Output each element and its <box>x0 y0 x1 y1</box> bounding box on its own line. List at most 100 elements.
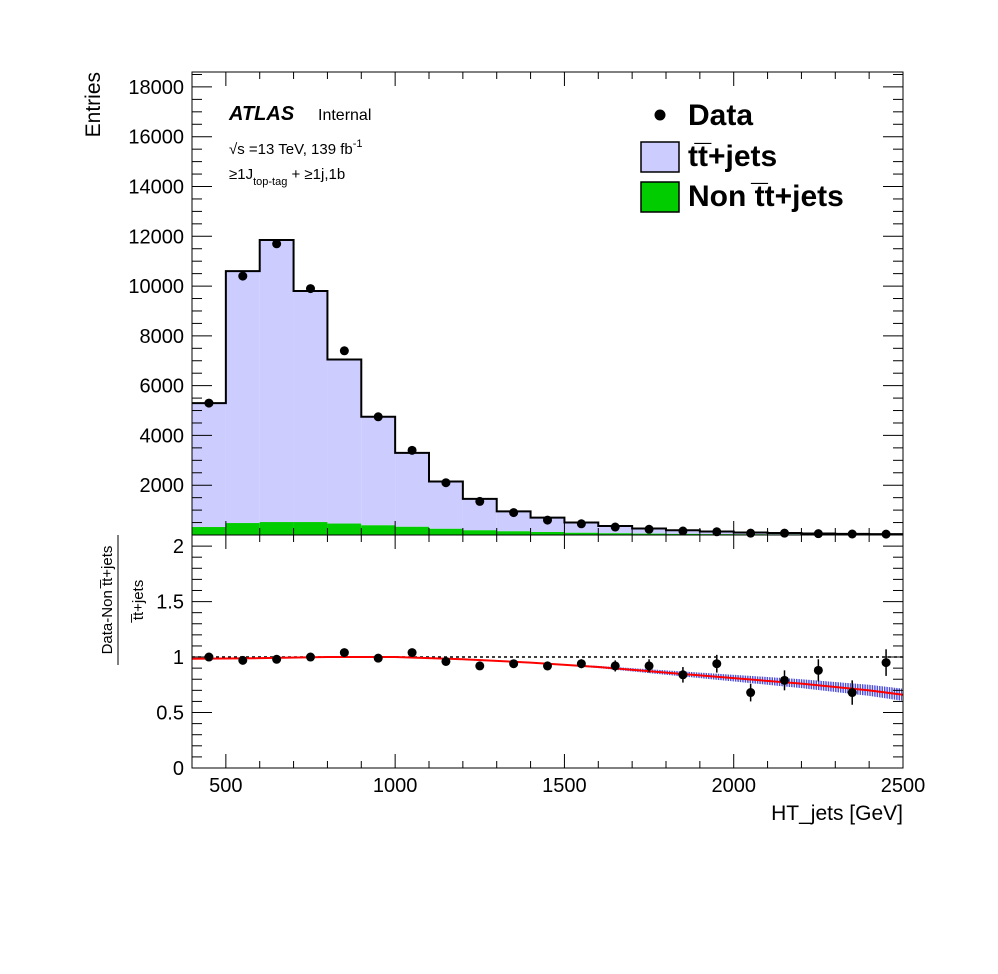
data-point <box>780 528 789 538</box>
data-point <box>712 527 722 537</box>
ratio-point <box>373 653 383 663</box>
data-point <box>509 508 519 518</box>
ratio-point <box>272 654 282 664</box>
y-tick-label: 4000 <box>140 425 185 447</box>
ratio-point <box>509 659 519 669</box>
ratio-point <box>306 652 315 662</box>
ttbar-bar <box>259 240 294 523</box>
ttbar-bar <box>530 517 565 533</box>
atlas-label: ATLAS <box>228 103 295 125</box>
x-axis-title: HT_jets [GeV] <box>771 802 903 825</box>
legend-data-marker <box>654 109 666 121</box>
legend-nonttbar-label: Non t̅t+jets <box>688 180 844 213</box>
nonttbar-bar <box>361 525 396 535</box>
y-tick-label: 18000 <box>128 77 184 99</box>
ratio-frame <box>191 534 904 769</box>
nonttbar-bar <box>225 523 260 535</box>
data-point <box>407 445 417 455</box>
nonttbar-bar <box>395 526 429 535</box>
data-point <box>813 529 823 539</box>
ratio-point <box>881 658 891 668</box>
ratio-point <box>576 659 586 669</box>
y-tick-label: 10000 <box>128 276 184 298</box>
data-point <box>610 522 620 532</box>
y-tick-label: 14000 <box>128 177 184 199</box>
x-tick-label: 500 <box>209 775 242 797</box>
ttbar-bar <box>496 511 531 532</box>
ratio-y-numerator: Data-Non t̅t+jets <box>99 546 116 655</box>
x-tick-label: 2500 <box>881 775 926 797</box>
data-point <box>543 515 552 525</box>
nonttbar-bar <box>530 532 565 535</box>
ratio-y-denominator: t̅t+jets <box>130 580 147 624</box>
y-tick-label: 16000 <box>128 127 184 149</box>
ratio-point <box>644 661 654 671</box>
ratio-point <box>780 675 789 685</box>
nonttbar-bar <box>259 522 294 535</box>
ratio-point <box>847 688 857 698</box>
y-tick-label: 8000 <box>140 326 185 348</box>
ratio-y-tick-label: 2 <box>173 536 184 558</box>
ratio-y-tick-label: 1 <box>173 647 184 669</box>
legend: Data tt̅+jets Non t̅t+jets <box>640 99 844 213</box>
ttbar-bar <box>395 452 429 527</box>
data-point <box>576 519 586 529</box>
ratio-point <box>712 659 722 669</box>
nonttbar-bar <box>564 532 599 535</box>
legend-data-label: Data <box>688 99 753 132</box>
ratio-point <box>475 661 485 671</box>
nonttbar-bar <box>429 528 463 535</box>
x-tick-label: 1500 <box>542 775 587 797</box>
data-point <box>238 271 248 281</box>
data-point <box>204 398 214 408</box>
data-point <box>272 239 282 249</box>
legend-ttbar-label: tt̅+jets <box>688 140 777 173</box>
nonttbar-bar <box>192 527 226 535</box>
ttbar-bar <box>429 481 463 529</box>
selection-label: ≥1Jtop-tag + ≥1j,1b <box>229 166 345 188</box>
x-tick-label: 2000 <box>711 775 756 797</box>
ttbar-bar <box>327 359 362 524</box>
data-point <box>441 478 451 488</box>
ratio-point <box>407 648 417 658</box>
y-axis-title: Entries <box>82 72 105 137</box>
ratio-fit-curve <box>191 656 904 696</box>
nonttbar-bar <box>462 530 497 535</box>
ratio-point <box>238 655 248 665</box>
ttbar-bar <box>361 416 396 526</box>
nonttbar-bar <box>632 533 666 535</box>
ratio-point <box>339 648 349 658</box>
ttbar-bar <box>192 403 226 528</box>
ratio-panel: 0 0.5 1 1.5 2 500 1000 1500 2000 2500 Data-Non t… <box>99 534 926 825</box>
ratio-point <box>678 670 688 680</box>
legend-nonttbar-swatch <box>640 181 680 213</box>
ratio-point <box>813 665 823 675</box>
data-point <box>475 496 485 506</box>
energy-label: √s =13 TeV, 139 fb-1 <box>229 138 363 158</box>
data-point <box>746 528 756 538</box>
y-tick-label: 12000 <box>128 226 184 248</box>
ratio-point <box>746 688 756 698</box>
data-point <box>847 529 857 539</box>
ratio-y-tick-label: 0 <box>173 758 184 780</box>
legend-ttbar-swatch <box>640 141 680 173</box>
y-tick-label: 2000 <box>140 475 185 497</box>
nonttbar-bar <box>293 522 328 535</box>
ratio-point <box>441 656 451 666</box>
x-tick-label: 1000 <box>373 775 418 797</box>
ratio-y-title: Data-Non t̅t+jets t̅t+jets <box>99 535 147 665</box>
nonttbar-bar <box>598 533 633 535</box>
y-tick-label: 6000 <box>140 376 185 398</box>
ttbar-bar <box>293 291 328 523</box>
data-point <box>644 524 654 534</box>
ratio-point <box>543 661 552 671</box>
data-point <box>339 346 349 356</box>
data-point <box>881 529 891 539</box>
data-point <box>373 412 383 422</box>
ratio-y-tick-label: 1.5 <box>156 592 184 614</box>
data-point <box>678 526 688 536</box>
ratio-point <box>610 661 620 671</box>
nonttbar-bar <box>496 531 531 535</box>
internal-label: Internal <box>318 107 371 124</box>
